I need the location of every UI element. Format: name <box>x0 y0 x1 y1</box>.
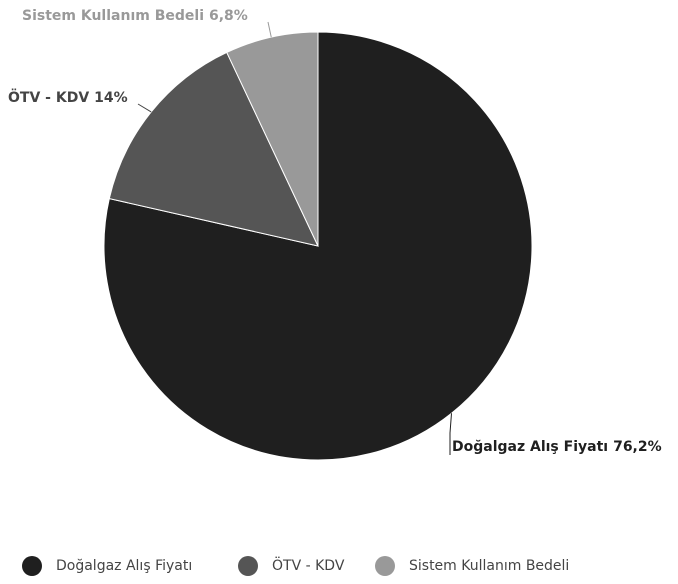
label-value: 6,8% <box>209 8 248 24</box>
pie-slice <box>103 31 533 461</box>
pie-slice <box>226 31 319 247</box>
legend-label: Sistem Kullanım Bedeli <box>409 558 569 574</box>
leader-line <box>267 21 272 38</box>
data-label: Sistem Kullanım Bedeli 6,8% <box>22 8 248 24</box>
legend-swatch <box>375 556 395 576</box>
legend-label: ÖTV - KDV <box>272 556 345 574</box>
data-label: ÖTV - KDV 14% <box>8 88 128 106</box>
label-name: ÖTV - KDV <box>8 88 89 106</box>
leader-line <box>137 103 152 113</box>
legend-swatch <box>238 556 258 576</box>
label-name: Doğalgaz Alış Fiyatı <box>452 439 608 455</box>
label-value: 76,2% <box>613 439 662 455</box>
label-value: 14% <box>94 90 128 106</box>
legend-label: Doğalgaz Alış Fiyatı <box>56 558 192 574</box>
leader-line <box>449 413 453 455</box>
label-name: Sistem Kullanım Bedeli <box>22 8 204 24</box>
data-label: Doğalgaz Alış Fiyatı 76,2% <box>452 439 662 455</box>
legend-swatch <box>22 556 42 576</box>
